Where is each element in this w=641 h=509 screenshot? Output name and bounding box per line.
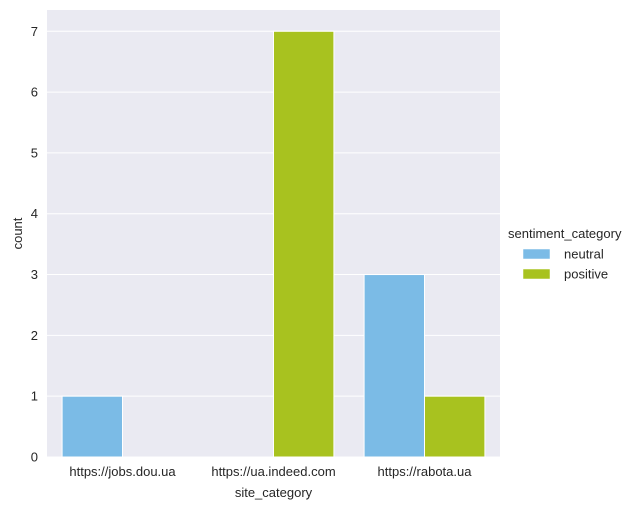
y-tick-label-4: 4 [31,206,38,221]
legend: sentiment_category neutral positive [508,226,622,282]
legend-title: sentiment_category [508,226,622,241]
legend-label-positive: positive [564,267,608,282]
y-tick-labels: 0 1 2 3 4 5 6 7 [31,24,38,465]
y-tick-label-0: 0 [31,450,38,465]
x-tick-labels: https://jobs.dou.ua https://ua.indeed.com… [69,464,472,479]
y-tick-label-2: 2 [31,328,38,343]
x-tick-label-1: https://ua.indeed.com [211,464,335,479]
bars [61,30,486,458]
y-tick-label-5: 5 [31,145,38,160]
bar-neutral-2 [363,274,426,458]
y-tick-label-7: 7 [31,24,38,39]
y-axis-label: count [10,217,25,249]
bar-positive-2 [424,395,486,458]
bar-positive-1 [273,30,335,458]
x-tick-label-2: https://rabota.ua [378,464,473,479]
y-tick-label-3: 3 [31,267,38,282]
x-tick-label-0: https://jobs.dou.ua [69,464,176,479]
x-axis-label: site_category [235,485,313,500]
legend-label-neutral: neutral [564,247,604,262]
y-tick-label-1: 1 [31,389,38,404]
y-tick-label-6: 6 [31,85,38,100]
legend-swatch-neutral [522,248,551,260]
legend-swatch-positive [522,268,551,280]
bar-neutral-0 [61,395,123,458]
